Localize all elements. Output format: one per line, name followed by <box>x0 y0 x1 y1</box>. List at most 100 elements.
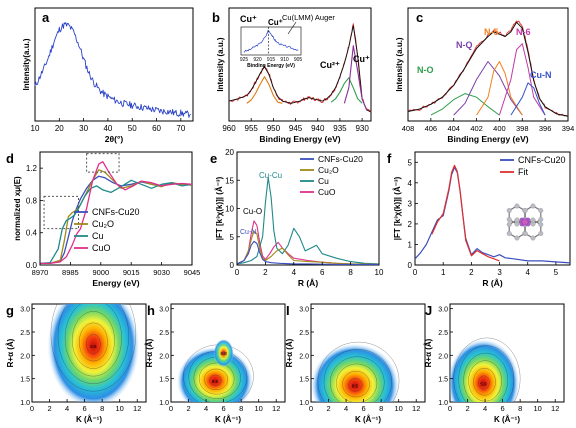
y-axis-label: normalized xμ(E) <box>13 176 22 241</box>
annotation-cu-o: Cu-O <box>243 207 262 216</box>
exafs-fit-line <box>431 164 500 262</box>
x-tick-label: 398 <box>516 124 529 133</box>
exafs-line <box>236 240 379 265</box>
x-tick-label: 8 <box>379 404 383 413</box>
wavelet-contour <box>458 345 515 402</box>
x-tick-label: 396 <box>539 124 552 133</box>
x-axis-label: K (Å⁻¹) <box>355 415 381 424</box>
legend-label: CNFs-Cu20 <box>518 155 566 165</box>
x-tick-label: 9015 <box>123 268 140 277</box>
y-tick-label: 1.5 <box>438 377 448 384</box>
annotation-n-5: N-5 <box>484 27 499 37</box>
annotation-n-q: N-Q <box>456 40 473 50</box>
x-tick-label: 10 <box>255 404 263 413</box>
y-tick-label: 3 <box>408 199 413 208</box>
annotation-cu-plus-2: Cu⁺ <box>353 54 370 64</box>
x-tick-label: 6 <box>222 404 226 413</box>
x-tick-label: 8 <box>348 268 353 277</box>
x-tick-label: 50 <box>128 124 137 133</box>
wavelet-intensity <box>311 343 399 402</box>
structure-atom-c <box>538 217 544 222</box>
structure-atom-c <box>538 208 544 213</box>
x-tick-label: 6 <box>362 404 366 413</box>
x-tick-label: 8 <box>100 404 104 413</box>
inset-x-label: Binding Energy (eV) <box>247 63 295 69</box>
panel-letter: e <box>210 151 217 166</box>
axes-frame <box>407 7 569 122</box>
y-axis-label: |FT [k³χ(k)]| (Å⁻³) <box>215 176 224 240</box>
xps-n1s-component <box>453 61 523 116</box>
wavelet-sample-label: CuO <box>269 393 282 400</box>
structure-atom-c <box>506 222 512 227</box>
x-tick-label: 2 <box>186 404 190 413</box>
x-tick-label: 0 <box>448 404 452 413</box>
panel-h: 6.8 9.5 CuO 0 2 4 6 8 10 12 1.0 1.5 2.0 2.5 3.0 K (Å⁻¹)… <box>145 303 286 424</box>
x-tick-label: 2 <box>465 404 469 413</box>
wavelet-contour <box>323 349 392 402</box>
annotation-cu-n: Cu-N <box>240 229 256 236</box>
x-tick-label: 30 <box>79 124 88 133</box>
structure-atom-c <box>538 231 544 236</box>
structure-atom-c <box>530 235 536 241</box>
wavelet-sample-label: Cu <box>135 393 144 400</box>
x-tick-label: 4 <box>483 404 487 413</box>
y-axis-label: R+α (Å) <box>6 338 15 367</box>
panel-g: 5.6 Cu 0 2 4 6 8 10 12 1.0 1.5 2.0 2.5 3.0 K (Å⁻¹) R+α … <box>6 303 147 424</box>
xanes-line <box>39 179 193 265</box>
structure-atom-c <box>530 203 536 209</box>
inset-arrow <box>287 21 297 35</box>
x-tick-label: 6 <box>83 404 87 413</box>
axes-frame <box>34 7 194 122</box>
wavelet-secondary-value: 6.8 <box>220 351 227 356</box>
x-tick-label: 10 <box>31 124 40 133</box>
panel-a: 10 20 30 40 50 60 70 2θ(°) Intensity(a.u.) a <box>22 7 194 144</box>
y-axis-label: Intensity (a.u.) <box>395 37 404 92</box>
structure-atom-cu <box>521 218 529 226</box>
x-tick-label: 8985 <box>62 268 79 277</box>
y-tick-label: 4 <box>408 179 413 188</box>
legend-label: Cu <box>92 231 104 241</box>
x-tick-label: 400 <box>493 124 506 133</box>
x-tick-label: 4 <box>204 404 208 413</box>
x-tick-label: 0 <box>235 268 240 277</box>
structure-atom-c <box>514 235 520 241</box>
inset-frame <box>240 26 302 56</box>
exafs-line <box>236 230 380 265</box>
legend-label: CNFs-Cu20 <box>318 154 363 164</box>
inset-tick-label: 910 <box>280 57 289 63</box>
structure-atom-c <box>506 217 512 222</box>
exafs-line <box>236 176 380 265</box>
x-tick-label: 60 <box>152 124 161 133</box>
wavelet-secondary-peak <box>213 339 234 367</box>
annotation-cu-plus: Cu⁺ <box>240 14 257 24</box>
y-tick-label: 2.5 <box>299 330 309 337</box>
y-tick-label: 2.5 <box>20 330 30 337</box>
x-tick-label: 394 <box>562 124 575 133</box>
x-tick-label: 0 <box>30 404 34 413</box>
wavelet-map: 5.6 <box>47 304 140 402</box>
wavelet-contour <box>348 378 363 392</box>
x-tick-label: 0 <box>309 404 313 413</box>
x-tick-label: 404 <box>447 124 460 133</box>
structure-atom-c <box>514 217 520 223</box>
y-tick-label: 20 <box>225 148 234 157</box>
inset-tick-label: 915 <box>267 57 276 63</box>
wavelet-contour <box>57 304 129 384</box>
annotation-n-o: N-O <box>417 65 434 75</box>
x-tick-label: 12 <box>272 404 280 413</box>
axes-frame <box>414 151 571 266</box>
x-tick-label: 10 <box>534 404 542 413</box>
y-axis-label: R+α (Å) <box>285 338 294 367</box>
y-tick-label: 3.0 <box>438 307 448 314</box>
xps-component-line <box>330 77 363 104</box>
y-tick-label: 0.8 <box>26 196 38 205</box>
wavelet-map: 5.9 <box>450 337 521 402</box>
xps-n1s-component <box>510 82 546 116</box>
x-axis-label: Binding Energy (eV) <box>447 134 528 144</box>
structure-atom-c <box>538 222 544 227</box>
y-tick-label: 3.0 <box>20 307 30 314</box>
y-tick-label: 2.5 <box>159 330 169 337</box>
x-tick-label: 10 <box>116 404 124 413</box>
x-tick-label: 8 <box>518 404 522 413</box>
